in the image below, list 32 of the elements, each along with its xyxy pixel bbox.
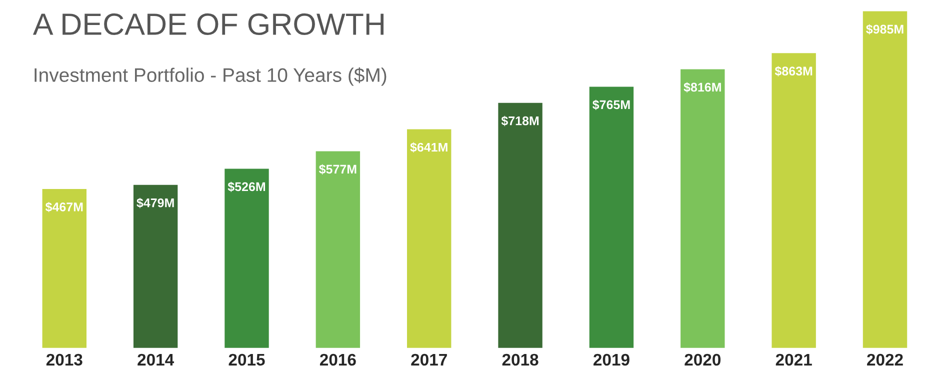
data-label: $467M (45, 202, 83, 212)
data-label: $765M (592, 100, 630, 110)
bar (314, 150, 362, 349)
bar (862, 10, 908, 349)
x-tick-label: 2018 (502, 354, 538, 366)
bar (679, 68, 726, 349)
x-tick-label: 2014 (138, 354, 174, 366)
x-tick-label: 2015 (228, 354, 265, 366)
bar (496, 102, 544, 349)
bar (770, 52, 818, 349)
data-label: $479M (136, 198, 174, 208)
x-tick-label: 2022 (867, 354, 903, 366)
data-label: $577M (318, 164, 356, 174)
x-tick-label: 2021 (776, 354, 812, 366)
chart-title: A DECADE OF GROWTH (32, 13, 384, 36)
x-tick-label: 2020 (684, 354, 721, 366)
x-tick-label: 2017 (411, 354, 447, 366)
data-label: $641M (410, 142, 448, 152)
text: Investment Portfolio - Past 10 Years ($M) (34, 67, 386, 86)
data-label: $718M (501, 116, 539, 126)
bar (132, 183, 180, 349)
x-tick-label: 2019 (594, 354, 630, 366)
data-label: $816M (684, 82, 721, 92)
bar (588, 85, 635, 349)
x-tick-label: 2016 (320, 354, 356, 366)
bar (40, 188, 88, 349)
x-tick-label: 2013 (46, 354, 82, 366)
bar (406, 128, 453, 349)
data-label: $526M (228, 182, 266, 192)
bar (223, 167, 270, 349)
data-label: $863M (774, 66, 812, 76)
data-label: $985M (866, 24, 904, 34)
